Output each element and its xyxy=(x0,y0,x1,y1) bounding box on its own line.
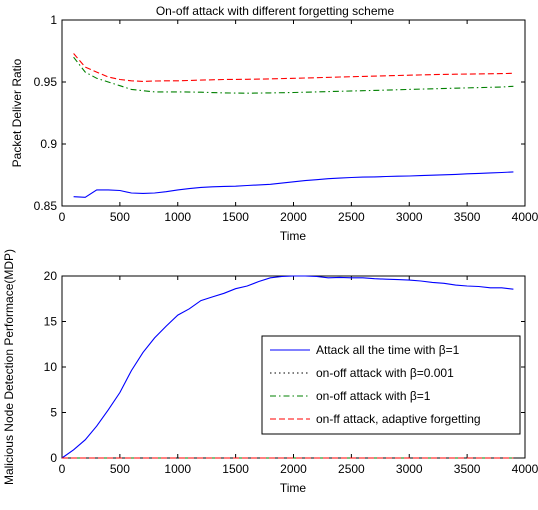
bottom-x-tick-label: 3500 xyxy=(454,462,481,476)
top-series-group xyxy=(73,53,514,198)
top-series-line-2 xyxy=(73,56,514,94)
bottom-x-tick-label: 4000 xyxy=(512,462,538,476)
top-chart-title: On-off attack with different forgetting … xyxy=(156,4,395,18)
top-x-tick-label: 4000 xyxy=(512,210,538,224)
top-series-line-1 xyxy=(73,171,514,198)
top-plot-area xyxy=(61,19,526,207)
bottom-x-tick-label: 2000 xyxy=(280,462,307,476)
bottom-chart-panel: 0 500 1000 1500 2000 2500 3000 3500 4000 0 5 10 15 20… xyxy=(2,249,538,495)
top-x-tick-label: 3000 xyxy=(396,210,423,224)
bottom-x-tick-label: 0 xyxy=(59,462,66,476)
bottom-y-tick-label: 5 xyxy=(50,406,57,420)
top-chart-panel: On-off attack with different forgetting … xyxy=(10,4,538,243)
top-x-tick-label: 2500 xyxy=(338,210,365,224)
top-x-axis-label: Time xyxy=(280,229,307,243)
top-x-tick-label: 2000 xyxy=(280,210,307,224)
top-y-axis-label: Packet Deliver Ratio xyxy=(10,58,24,167)
bottom-series-group xyxy=(61,275,514,459)
bottom-x-tick-label: 3000 xyxy=(396,462,423,476)
top-y-tick-label: 0.9 xyxy=(40,137,57,151)
bottom-y-axis-label: Malicious Node Detection Performace(MDP) xyxy=(2,249,16,485)
top-x-tick-label: 0 xyxy=(59,210,66,224)
bottom-y-tick-label: 0 xyxy=(50,451,57,465)
bottom-series-line-1 xyxy=(61,275,514,459)
legend-box xyxy=(261,335,521,435)
legend-label-3: on-off attack with β=1 xyxy=(316,389,431,403)
bottom-x-tick-label: 2500 xyxy=(338,462,365,476)
legend-label-4: on-ff attack, adaptive forgetting xyxy=(316,412,481,426)
legend: Attack all the time with β=1 on-off attac… xyxy=(261,335,521,435)
bottom-x-axis-label: Time xyxy=(280,481,307,495)
top-y-tick-label: 0.95 xyxy=(34,75,58,89)
top-x-tick-label: 3500 xyxy=(454,210,481,224)
top-x-tick-label: 1500 xyxy=(222,210,249,224)
top-x-tick-label: 500 xyxy=(110,210,130,224)
bottom-y-tick-label: 10 xyxy=(44,360,58,374)
top-axis-ticks: 0 500 1000 1500 2000 2500 3000 3500 4000 0.85 0.9 0… xyxy=(34,13,538,224)
bottom-y-tick-label: 15 xyxy=(44,315,58,329)
bottom-y-tick-label: 20 xyxy=(44,269,58,283)
bottom-x-tick-label: 1500 xyxy=(222,462,249,476)
top-y-tick-label: 0.85 xyxy=(34,199,58,213)
top-x-tick-label: 1000 xyxy=(164,210,191,224)
top-series-line-3 xyxy=(73,53,514,82)
bottom-axis-ticks: 0 500 1000 1500 2000 2500 3000 3500 4000 0 5 10 15 20 xyxy=(44,269,538,476)
legend-label-1: Attack all the time with β=1 xyxy=(316,343,460,357)
bottom-x-tick-label: 500 xyxy=(110,462,130,476)
bottom-x-tick-label: 1000 xyxy=(164,462,191,476)
legend-label-2: on-off attack with β=0.001 xyxy=(316,366,454,380)
top-y-tick-label: 1 xyxy=(50,13,57,27)
